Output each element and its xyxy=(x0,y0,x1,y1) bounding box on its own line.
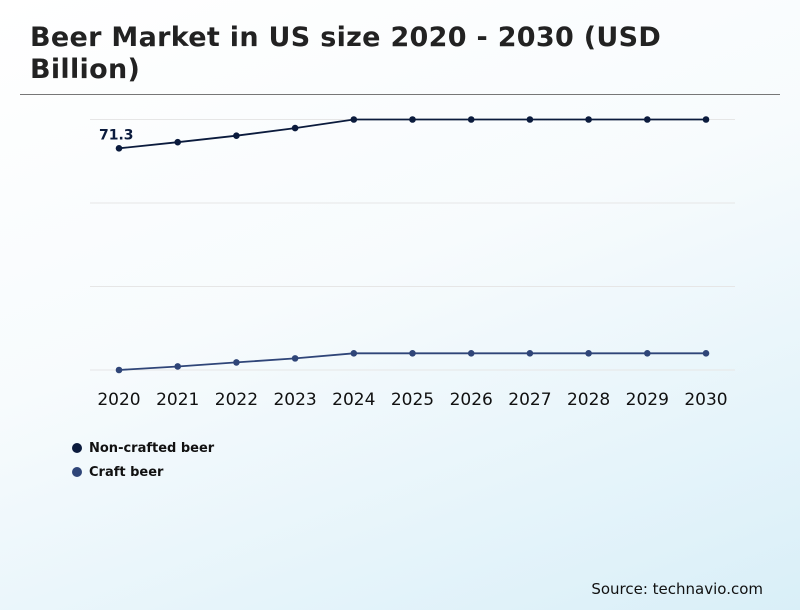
data-point-craft-beer-2029 xyxy=(644,350,651,357)
data-point-craft-beer-2020 xyxy=(115,366,123,374)
data-point-craft-beer-2028 xyxy=(585,350,592,357)
data-point-craft-beer-2024 xyxy=(350,350,358,357)
legend-item-non-crafted-beer[interactable]: Non-crafted beer xyxy=(72,436,214,460)
data-point-craft-beer-2027 xyxy=(526,350,534,357)
legend-marker-non-crafted-beer xyxy=(72,443,82,453)
legend-item-craft-beer[interactable]: Craft beer xyxy=(72,460,214,484)
data-point-non-crafted-beer-2021 xyxy=(174,138,181,146)
data-point-non-crafted-beer-2029 xyxy=(644,116,651,123)
x-tick-label: 2025 xyxy=(391,390,434,410)
line-chart: 71.3 2020 2021 2022 2023 2024 2025 2026 2027 202… xyxy=(90,116,735,410)
gridlines xyxy=(90,119,735,371)
x-tick-label: 2029 xyxy=(626,390,669,410)
chart-title: Beer Market in US size 2020 - 2030 (USD … xyxy=(30,22,662,85)
x-tick-label: 2028 xyxy=(567,390,610,410)
x-tick-label: 2022 xyxy=(215,390,258,410)
legend: Non-crafted beer Craft beer xyxy=(72,436,214,484)
data-label: 71.3 xyxy=(99,127,134,143)
data-point-craft-beer-2030 xyxy=(702,350,710,357)
data-labels: 71.3 xyxy=(99,127,134,143)
series-lines xyxy=(118,118,706,371)
x-tick-label: 2020 xyxy=(97,390,140,410)
x-tick-label: 2027 xyxy=(508,390,551,410)
title-divider xyxy=(20,94,780,95)
data-point-non-crafted-beer-2030 xyxy=(702,116,710,123)
data-point-non-crafted-beer-2027 xyxy=(526,116,534,123)
x-tick-label: 2023 xyxy=(273,390,316,410)
data-point-craft-beer-2022 xyxy=(233,359,240,366)
data-point-craft-beer-2025 xyxy=(409,350,416,357)
series-line-non-crafted-beer xyxy=(118,118,706,150)
source-note: Source: technavio.com xyxy=(591,580,763,598)
data-point-non-crafted-beer-2026 xyxy=(467,116,475,123)
data-point-craft-beer-2023 xyxy=(291,355,299,362)
data-point-non-crafted-beer-2028 xyxy=(585,116,592,123)
x-tick-label: 2030 xyxy=(684,390,727,410)
data-point-craft-beer-2026 xyxy=(467,350,475,357)
x-tick-label: 2021 xyxy=(156,390,199,410)
x-tick-label: 2026 xyxy=(450,390,493,410)
series-points xyxy=(115,116,710,374)
data-point-craft-beer-2021 xyxy=(174,363,181,370)
data-point-non-crafted-beer-2025 xyxy=(409,116,416,123)
data-point-non-crafted-beer-2024 xyxy=(350,116,358,123)
data-point-non-crafted-beer-2023 xyxy=(291,124,299,132)
data-point-non-crafted-beer-2020 xyxy=(115,144,123,152)
legend-marker-craft-beer xyxy=(72,467,82,477)
x-tick-label: 2024 xyxy=(332,390,375,410)
legend-label-non-crafted-beer: Non-crafted beer xyxy=(89,440,215,456)
legend-label-craft-beer: Craft beer xyxy=(89,464,164,480)
x-axis-ticks: 2020 2021 2022 2023 2024 2025 2026 2027 2028 2029… xyxy=(97,390,727,410)
data-point-non-crafted-beer-2022 xyxy=(233,132,240,139)
